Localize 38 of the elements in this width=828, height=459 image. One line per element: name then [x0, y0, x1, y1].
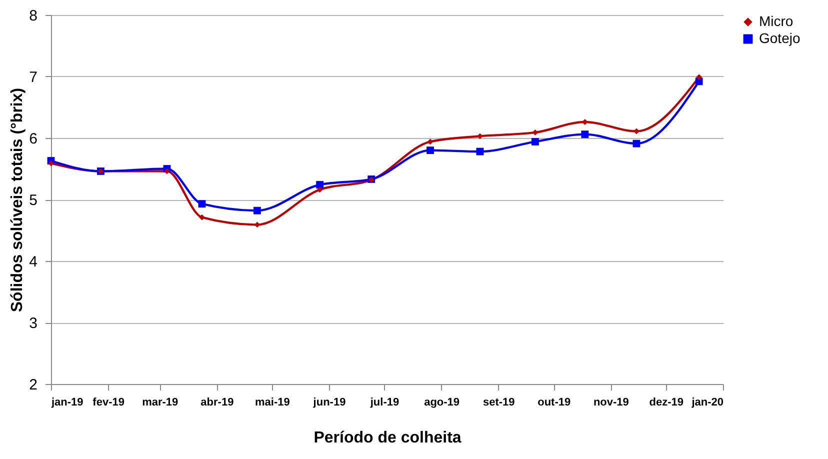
point: [426, 146, 434, 154]
y-tick-label: 8: [29, 8, 38, 24]
y-tick-label: 2: [29, 376, 38, 394]
x-tick-label: mar-19: [142, 396, 178, 408]
point: [581, 130, 589, 138]
point: [532, 130, 538, 136]
x-tick-label: ago-19: [424, 396, 460, 408]
y-tick-label: 5: [29, 192, 38, 209]
x-tick-label: set-19: [482, 396, 515, 408]
point: [198, 200, 206, 208]
x-tick-label: nov-19: [593, 396, 629, 408]
point: [164, 168, 170, 174]
y-tick-label: 3: [29, 315, 38, 332]
x-tick-label: abr-19: [200, 396, 234, 408]
point: [48, 160, 54, 166]
x-tick-label: jan-20: [690, 396, 724, 408]
y-axis-title: Sólidos solúveis totais (°brix): [9, 88, 26, 312]
point: [427, 138, 434, 145]
point: [253, 206, 261, 214]
y-tick-label: 4: [29, 254, 38, 270]
legend-label: Gotejo: [759, 30, 800, 46]
point: [634, 128, 640, 134]
point: [199, 214, 205, 220]
x-tick-label: jan-19: [50, 396, 84, 408]
x-tick-label: fev-19: [92, 396, 124, 408]
x-tick-label: mai-19: [255, 396, 290, 408]
x-tick-label: out-19: [538, 396, 571, 408]
x-axis-title: Período de colheita: [314, 430, 462, 446]
x-tick-label: jun-19: [312, 396, 346, 408]
point: [316, 181, 324, 188]
point: [696, 74, 702, 80]
x-tick-label: jul-19: [369, 396, 400, 408]
point: [532, 138, 539, 146]
y-tick-label: 7: [29, 69, 38, 86]
x-tick-label: dez-19: [649, 396, 684, 408]
y-tick-label: 6: [29, 130, 38, 148]
point: [316, 186, 323, 193]
legend-label: Micro: [759, 13, 794, 29]
